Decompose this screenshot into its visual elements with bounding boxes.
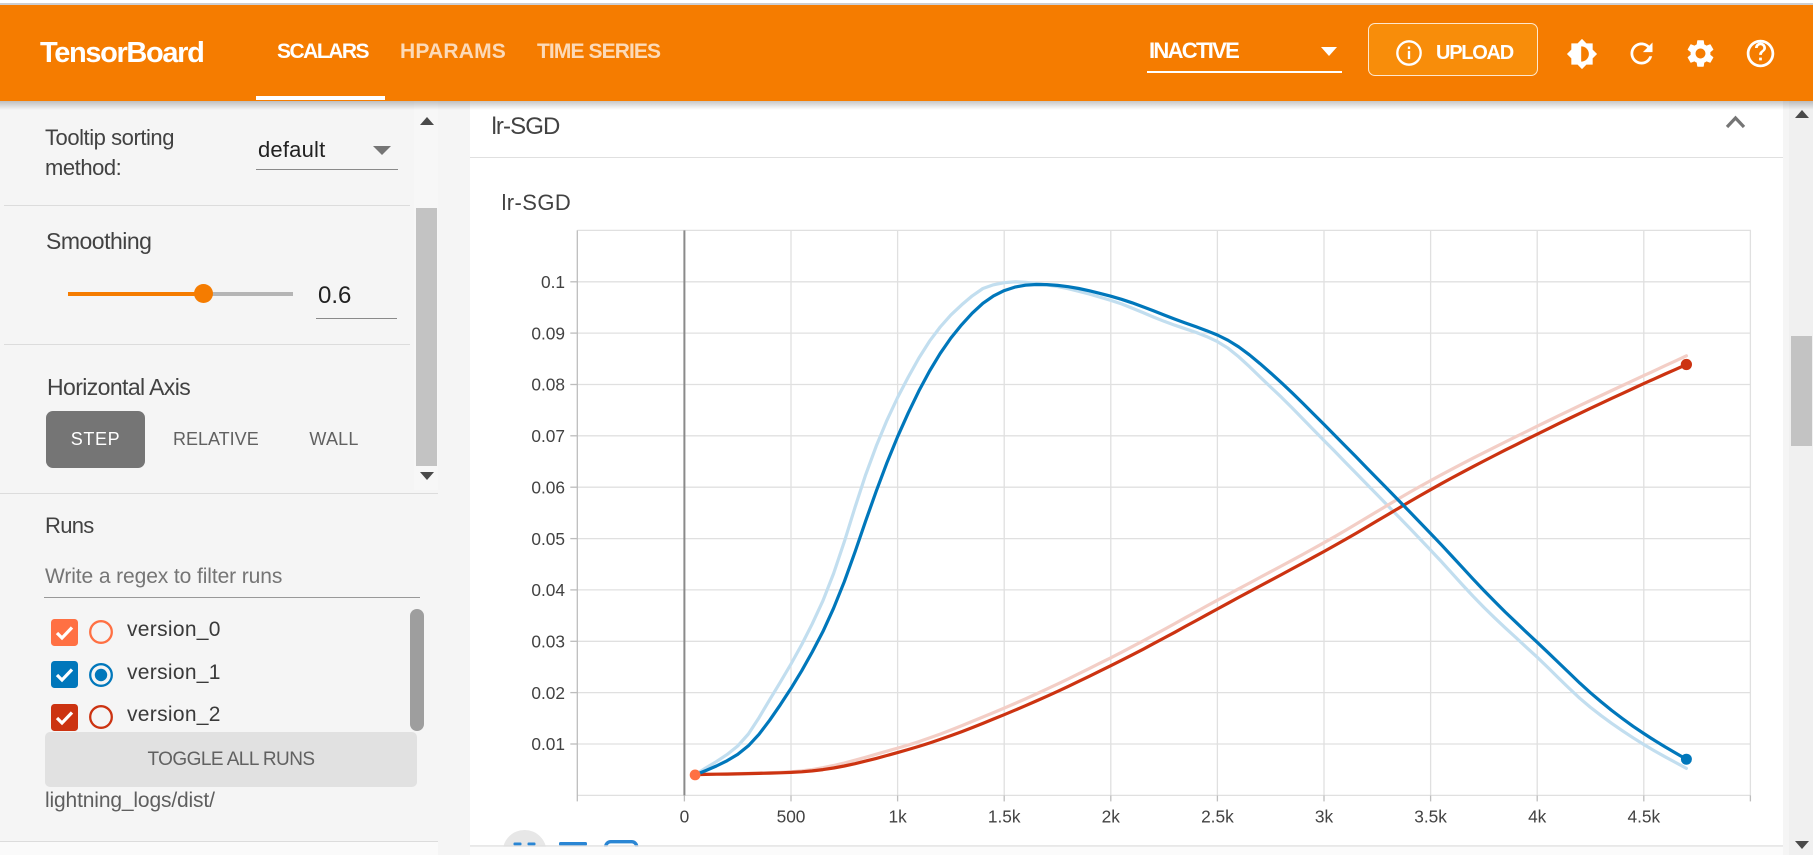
svg-text:2k: 2k bbox=[1102, 807, 1121, 827]
svg-text:0.04: 0.04 bbox=[531, 580, 565, 600]
svg-text:4.5k: 4.5k bbox=[1627, 807, 1660, 827]
svg-text:0.05: 0.05 bbox=[531, 529, 565, 549]
svg-text:4k: 4k bbox=[1528, 807, 1547, 827]
svg-text:500: 500 bbox=[777, 807, 806, 827]
svg-text:1k: 1k bbox=[888, 807, 907, 827]
svg-text:2.5k: 2.5k bbox=[1201, 807, 1234, 827]
svg-text:0.01: 0.01 bbox=[531, 734, 565, 754]
svg-text:0.09: 0.09 bbox=[531, 323, 565, 343]
svg-text:0.02: 0.02 bbox=[531, 683, 565, 703]
svg-text:0: 0 bbox=[680, 807, 690, 827]
svg-text:0.08: 0.08 bbox=[531, 375, 565, 395]
svg-text:1.5k: 1.5k bbox=[988, 807, 1021, 827]
svg-text:0.07: 0.07 bbox=[531, 426, 565, 446]
svg-text:0.03: 0.03 bbox=[531, 632, 565, 652]
svg-text:0.06: 0.06 bbox=[531, 477, 565, 497]
svg-text:3k: 3k bbox=[1315, 807, 1334, 827]
svg-text:0.1: 0.1 bbox=[541, 272, 565, 292]
svg-text:3.5k: 3.5k bbox=[1414, 807, 1447, 827]
